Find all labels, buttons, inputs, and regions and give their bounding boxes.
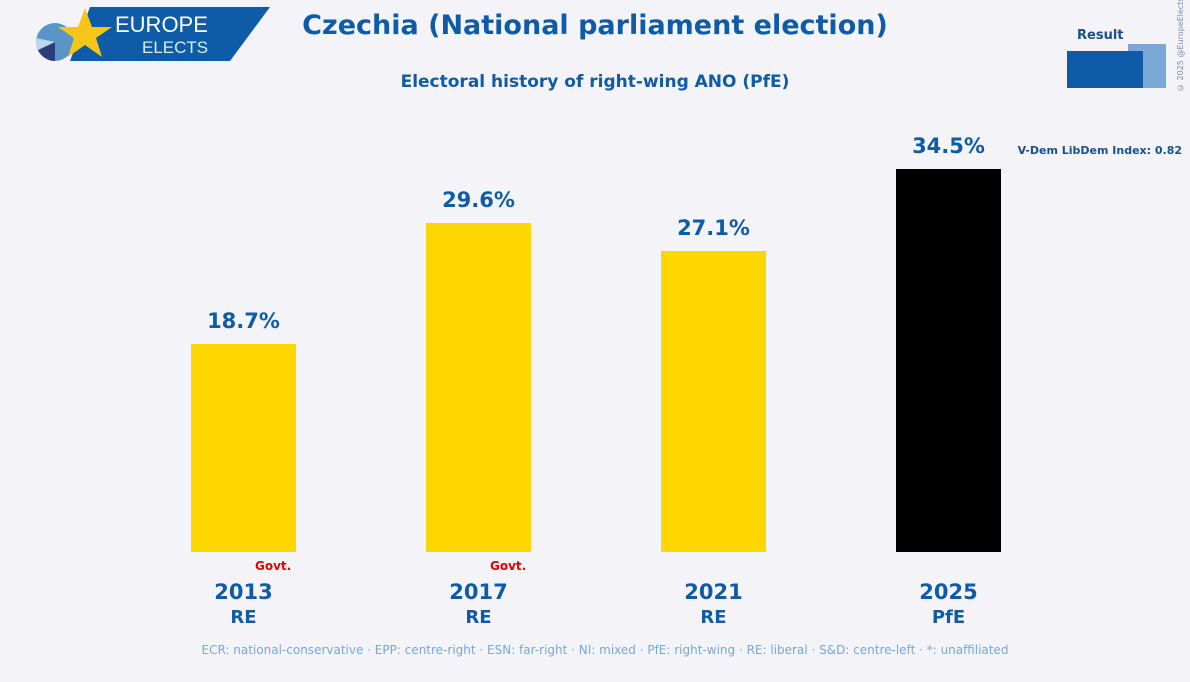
- result-legend-swatch: [1067, 51, 1143, 88]
- logo-elects: ELECTS: [142, 38, 208, 57]
- value-label: 18.7%: [207, 309, 280, 334]
- bar-2025: [896, 169, 1001, 552]
- group-legend-note: ECR: national-conservative · EPP: centre…: [201, 643, 1009, 657]
- group-label: RE: [700, 607, 727, 628]
- group-label: RE: [465, 607, 492, 628]
- bar-2013: [191, 344, 296, 552]
- result-legend-label: Result: [1077, 28, 1124, 43]
- chart-subtitle: Electoral history of right-wing ANO (PfE…: [400, 72, 790, 92]
- logo-europe: EUROPE: [115, 12, 208, 37]
- value-label: 34.5%: [912, 134, 985, 158]
- chart-title: Czechia (National parliament election): [302, 10, 888, 41]
- copyright: © 2025 @EuropeElects: [1176, 0, 1185, 92]
- value-label: 29.6%: [442, 188, 515, 213]
- group-label: PfE: [931, 607, 966, 628]
- group-label: RE: [230, 607, 257, 628]
- europe-elects-logo: EUROPE ELECTS: [35, 7, 270, 61]
- year-label: 2021: [684, 580, 743, 604]
- year-label: 2013: [214, 580, 273, 604]
- bar-2017: [426, 223, 531, 552]
- bar-2021: [661, 251, 766, 552]
- value-label: 27.1%: [677, 216, 750, 241]
- year-label: 2025: [919, 580, 978, 604]
- govt-label: Govt.: [255, 559, 292, 573]
- year-label: 2017: [449, 580, 508, 604]
- govt-label: Govt.: [490, 559, 527, 573]
- vdem-index: V-Dem LibDem Index: 0.82: [1017, 144, 1182, 157]
